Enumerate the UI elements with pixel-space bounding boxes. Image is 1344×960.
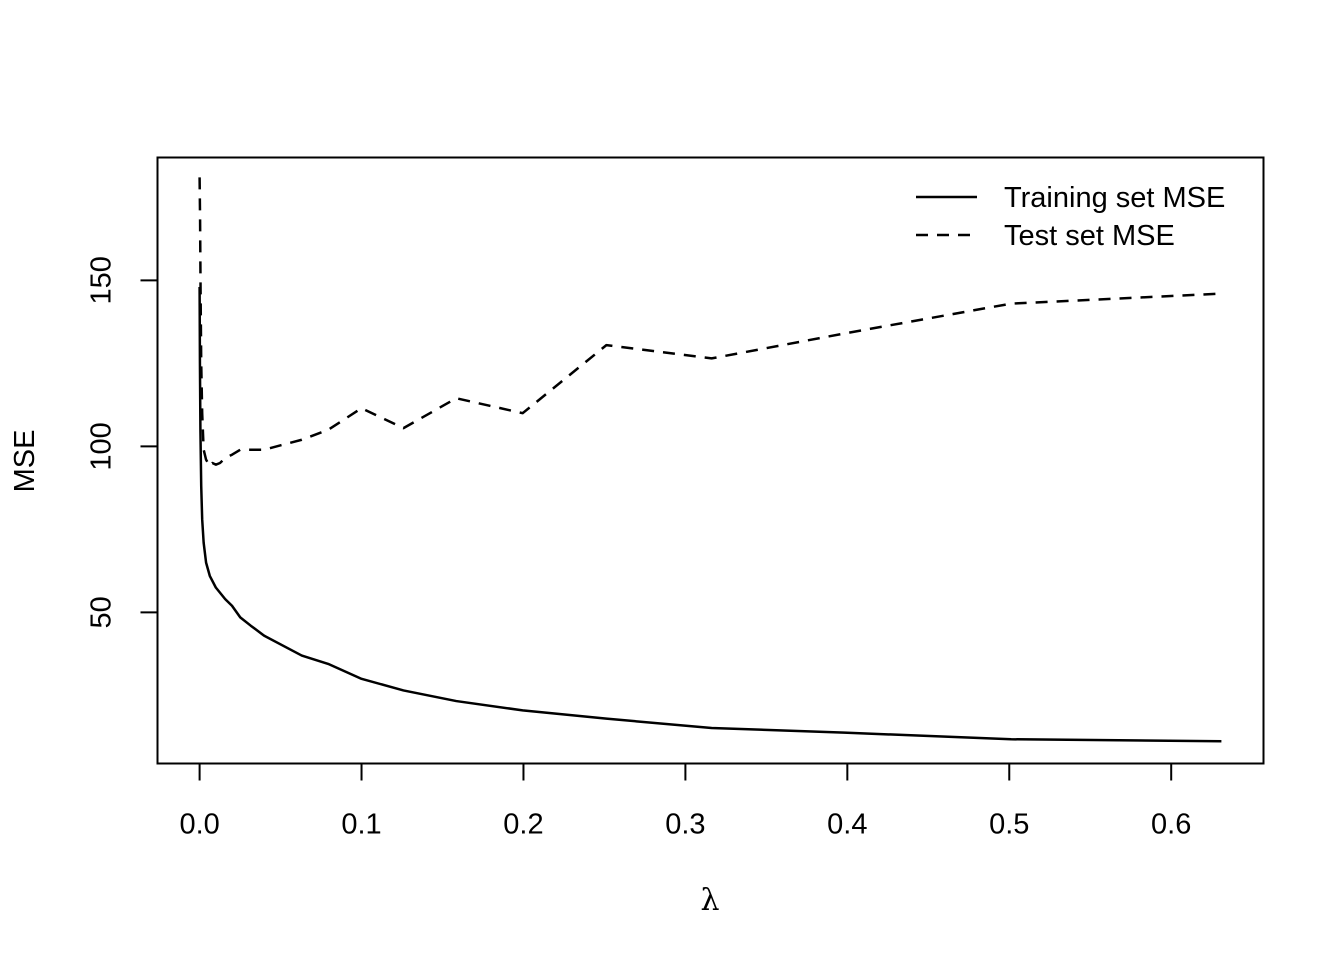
y-axis: 50 100 150 bbox=[86, 256, 159, 629]
legend: Training set MSE Test set MSE bbox=[916, 182, 1225, 252]
legend-label-test: Test set MSE bbox=[1004, 220, 1175, 252]
y-tick-label: 100 bbox=[86, 422, 118, 470]
x-tick-label: 0.1 bbox=[341, 809, 381, 841]
series-line-training bbox=[198, 286, 1222, 743]
x-tick-label: 0.6 bbox=[1151, 809, 1191, 841]
x-tick-label: 0.4 bbox=[827, 809, 867, 841]
y-tick-label: 50 bbox=[86, 596, 118, 628]
legend-label-training: Training set MSE bbox=[1004, 182, 1225, 214]
y-axis-title: MSE bbox=[9, 430, 41, 493]
series-line-test bbox=[198, 177, 1222, 468]
x-axis-title: λ bbox=[700, 883, 719, 918]
x-tick-label: 0.2 bbox=[503, 809, 543, 841]
y-tick-label: 150 bbox=[86, 256, 118, 304]
x-axis: 0.0 0.1 0.2 0.3 0.4 0.5 0.6 bbox=[179, 762, 1191, 841]
x-tick-label: 0.5 bbox=[989, 809, 1029, 841]
x-tick-label: 0.3 bbox=[665, 809, 705, 841]
x-tick-label: 0.0 bbox=[179, 809, 219, 841]
series-layer bbox=[198, 177, 1222, 743]
